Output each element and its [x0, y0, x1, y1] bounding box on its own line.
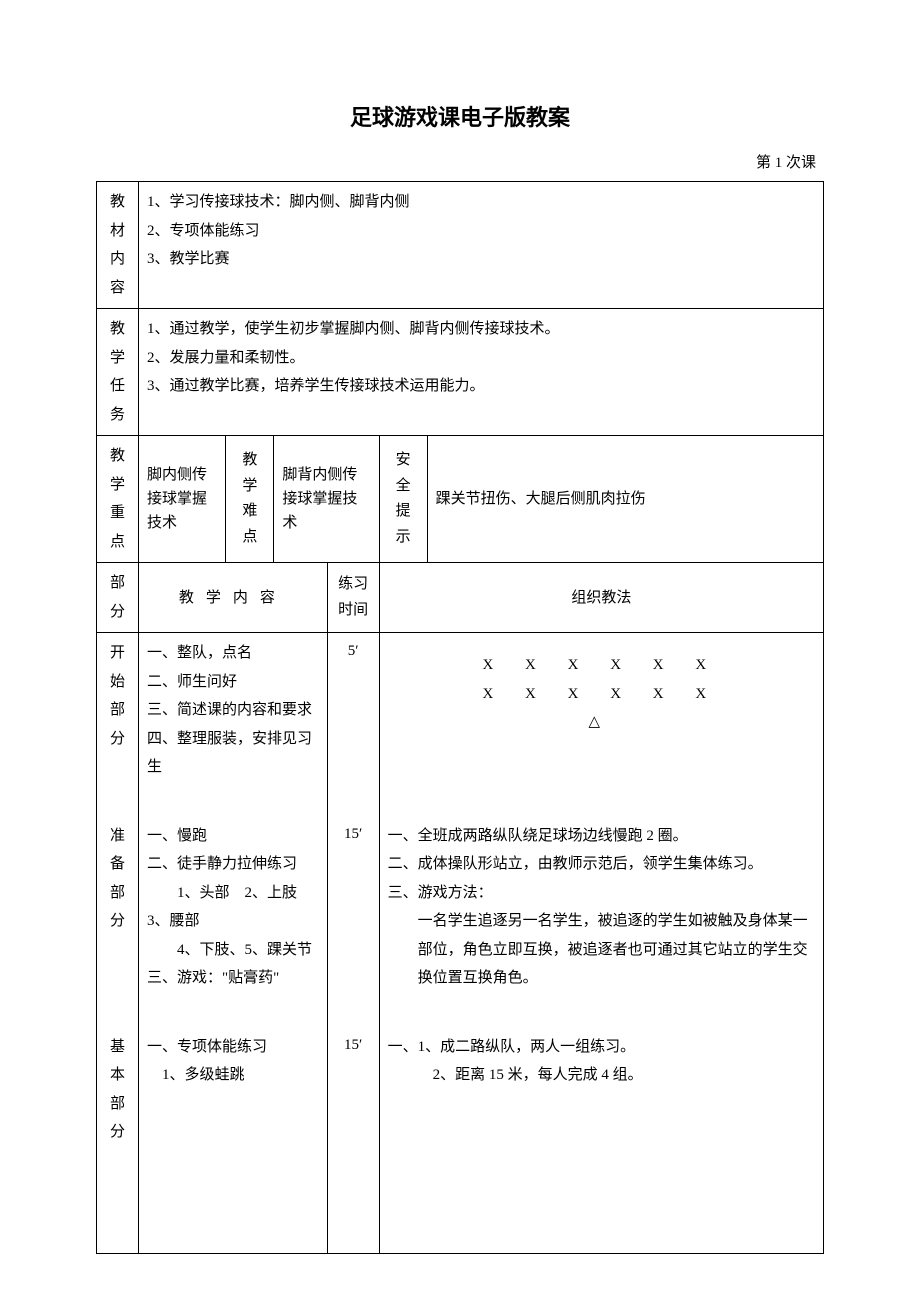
time-prep: 15′ — [327, 788, 379, 999]
header-part: 部分 — [97, 563, 139, 633]
lesson-number: 第 1 次课 — [96, 151, 824, 175]
label-focus: 教学重点 — [97, 436, 139, 563]
time-basic: 15′ — [327, 999, 379, 1254]
method-basic: 一、1、成二路纵队，两人一组练习。 2、距离 15 米，每人完成 4 组。 — [379, 999, 823, 1254]
label-task: 教学任务 — [97, 309, 139, 436]
label-difficulty: 教学难点 — [226, 436, 274, 563]
content-start: 一、整队，点名二、师生问好三、简述课的内容和要求四、整理服装，安排见习生 — [139, 633, 328, 788]
content-basic: 一、专项体能练习 1、多级蛙跳 — [139, 999, 328, 1254]
val-safety: 踝关节扭伤、大腿后侧肌肉拉伤 — [427, 436, 823, 563]
header-content: 教学内容 — [139, 563, 328, 633]
content-prep: 一、慢跑二、徒手静力拉伸练习 1、头部 2、上肢 3、腰部 4、下肢、5、踝关节… — [139, 788, 328, 999]
lesson-plan-table: 教材内容 1、学习传接球技术：脚内侧、脚背内侧2、专项体能练习3、教学比赛 教学… — [96, 181, 824, 1254]
time-start: 5′ — [327, 633, 379, 788]
content-task: 1、通过教学，使学生初步掌握脚内侧、脚背内侧传接球技术。2、发展力量和柔韧性。3… — [139, 309, 824, 436]
header-method: 组织教法 — [379, 563, 823, 633]
page-title: 足球游戏课电子版教案 — [96, 100, 824, 135]
label-material: 教材内容 — [97, 182, 139, 309]
content-material: 1、学习传接球技术：脚内侧、脚背内侧2、专项体能练习3、教学比赛 — [139, 182, 824, 309]
val-difficulty: 脚背内侧传接球掌握技术 — [274, 436, 379, 563]
method-prep: 一、全班成两路纵队绕足球场边线慢跑 2 圈。二、成体操队形站立，由教师示范后，领… — [379, 788, 823, 999]
label-prep: 准备部分 — [97, 788, 139, 999]
val-focus: 脚内侧传接球掌握技术 — [139, 436, 226, 563]
label-start: 开始部分 — [97, 633, 139, 788]
label-safety: 安全提示 — [379, 436, 427, 563]
method-start: X X X X X XX X X X X X△ — [379, 633, 823, 788]
header-time: 练习时间 — [327, 563, 379, 633]
label-basic: 基本部分 — [97, 999, 139, 1254]
